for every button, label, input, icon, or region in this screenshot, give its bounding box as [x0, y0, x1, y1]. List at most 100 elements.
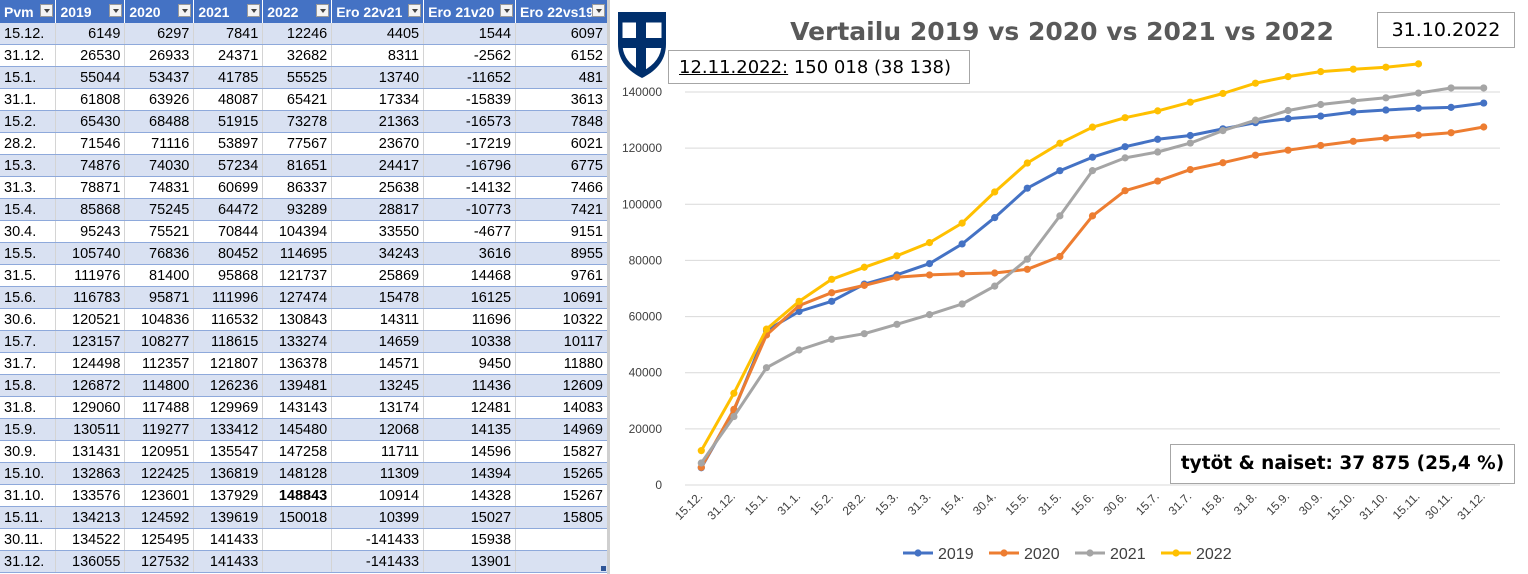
table-cell[interactable]: 23670	[331, 132, 425, 155]
table-cell[interactable]: 13174	[331, 396, 425, 419]
table-cell[interactable]: 34243	[331, 242, 425, 265]
table-cell[interactable]: 127474	[262, 286, 333, 309]
table-cell[interactable]: 14596	[423, 440, 517, 463]
table-cell[interactable]: 24417	[331, 154, 425, 177]
table-cell[interactable]: 134213	[55, 506, 126, 529]
table-cell[interactable]: 133412	[193, 418, 264, 441]
table-cell[interactable]: 7841	[193, 23, 264, 45]
table-cell[interactable]: 124498	[55, 352, 126, 375]
table-cell[interactable]: 76836	[124, 242, 195, 265]
table-cell[interactable]: 75245	[124, 198, 195, 221]
table-cell[interactable]: 31.8.	[0, 396, 57, 419]
table-cell[interactable]: 15265	[515, 462, 608, 485]
table-cell[interactable]: 133274	[262, 330, 333, 353]
table-cell[interactable]: 143143	[262, 396, 333, 419]
table-cell[interactable]: 14328	[423, 484, 517, 507]
table-cell[interactable]: 10117	[515, 330, 608, 353]
table-cell[interactable]: 136819	[193, 462, 264, 485]
table-cell[interactable]	[262, 550, 333, 573]
table-cell[interactable]: 15.5.	[0, 242, 57, 265]
table-cell[interactable]: 123157	[55, 330, 126, 353]
table-cell[interactable]: 134522	[55, 528, 126, 551]
table-cell[interactable]: -10773	[423, 198, 517, 221]
table-cell[interactable]: 129969	[193, 396, 264, 419]
table-cell[interactable]: 7421	[515, 198, 608, 221]
table-cell[interactable]: 93289	[262, 198, 333, 221]
table-cell[interactable]: 481	[515, 66, 608, 89]
table-cell[interactable]: 6152	[515, 44, 608, 67]
table-cell[interactable]: 10322	[515, 308, 608, 331]
table-cell[interactable]: 14311	[331, 308, 425, 331]
table-cell[interactable]: 139619	[193, 506, 264, 529]
table-cell[interactable]: 147258	[262, 440, 333, 463]
table-cell[interactable]: 15.4.	[0, 198, 57, 221]
table-cell[interactable]: 11711	[331, 440, 425, 463]
table-cell[interactable]: 10338	[423, 330, 517, 353]
table-cell[interactable]: 129060	[55, 396, 126, 419]
table-cell[interactable]: 141433	[193, 550, 264, 573]
table-cell[interactable]: 12068	[331, 418, 425, 441]
table-cell[interactable]: 48087	[193, 88, 264, 111]
table-cell[interactable]: 15267	[515, 484, 608, 507]
table-cell[interactable]: 118615	[193, 330, 264, 353]
table-cell[interactable]: 12246	[262, 23, 333, 45]
table-cell[interactable]: 7466	[515, 176, 608, 199]
table-cell[interactable]: 108277	[124, 330, 195, 353]
table-cell[interactable]: 114695	[262, 242, 333, 265]
table-cell[interactable]: 8955	[515, 242, 608, 265]
table-cell[interactable]: 10691	[515, 286, 608, 309]
table-cell[interactable]: 122425	[124, 462, 195, 485]
column-header[interactable]: Ero 22v21	[331, 0, 425, 23]
filter-dropdown-icon[interactable]	[500, 4, 514, 17]
table-cell[interactable]: 6149	[55, 23, 126, 45]
table-cell[interactable]: 13245	[331, 374, 425, 397]
table-cell[interactable]: -4677	[423, 220, 517, 243]
filter-dropdown-icon[interactable]	[247, 4, 261, 17]
table-cell[interactable]: 104394	[262, 220, 333, 243]
table-cell[interactable]: 112357	[124, 352, 195, 375]
table-cell[interactable]: 114800	[124, 374, 195, 397]
table-cell[interactable]: 53897	[193, 132, 264, 155]
filter-dropdown-icon[interactable]	[408, 4, 422, 17]
filter-dropdown-icon[interactable]	[592, 4, 605, 17]
table-cell[interactable]: 15.7.	[0, 330, 57, 353]
table-cell[interactable]: 131431	[55, 440, 126, 463]
table-cell[interactable]: 11696	[423, 308, 517, 331]
table-cell[interactable]: 31.1.	[0, 88, 57, 111]
table-cell[interactable]: 60699	[193, 176, 264, 199]
table-cell[interactable]: 9450	[423, 352, 517, 375]
table-cell[interactable]: 74030	[124, 154, 195, 177]
table-cell[interactable]: 123601	[124, 484, 195, 507]
table-cell[interactable]: 104836	[124, 308, 195, 331]
table-cell[interactable]: 65421	[262, 88, 333, 111]
table-cell[interactable]: 14394	[423, 462, 517, 485]
table-cell[interactable]: 3613	[515, 88, 608, 111]
table-cell[interactable]: -16796	[423, 154, 517, 177]
table-cell[interactable]: 15.9.	[0, 418, 57, 441]
table-cell[interactable]: -14132	[423, 176, 517, 199]
table-cell[interactable]: 119277	[124, 418, 195, 441]
table-cell[interactable]: 25869	[331, 264, 425, 287]
table-cell[interactable]: 10399	[331, 506, 425, 529]
table-cell[interactable]: 126872	[55, 374, 126, 397]
column-header[interactable]: 2022	[262, 0, 333, 23]
table-cell[interactable]	[515, 528, 608, 551]
filter-dropdown-icon[interactable]	[178, 4, 192, 17]
table-cell[interactable]: 74831	[124, 176, 195, 199]
table-cell[interactable]: 15478	[331, 286, 425, 309]
table-cell[interactable]: 10914	[331, 484, 425, 507]
table-cell[interactable]: 136378	[262, 352, 333, 375]
table-cell[interactable]: 95243	[55, 220, 126, 243]
table-cell[interactable]: 15.3.	[0, 154, 57, 177]
table-cell[interactable]: 55525	[262, 66, 333, 89]
table-cell[interactable]: 15938	[423, 528, 517, 551]
table-cell[interactable]: 6097	[515, 23, 608, 45]
table-cell[interactable]: 31.12.	[0, 550, 57, 573]
table-cell[interactable]: 78871	[55, 176, 126, 199]
column-header[interactable]: 2019	[55, 0, 126, 23]
table-cell[interactable]: 130511	[55, 418, 126, 441]
table-cell[interactable]: 9151	[515, 220, 608, 243]
table-cell[interactable]: 148128	[262, 462, 333, 485]
table-cell[interactable]: 77567	[262, 132, 333, 155]
table-cell[interactable]: 70844	[193, 220, 264, 243]
